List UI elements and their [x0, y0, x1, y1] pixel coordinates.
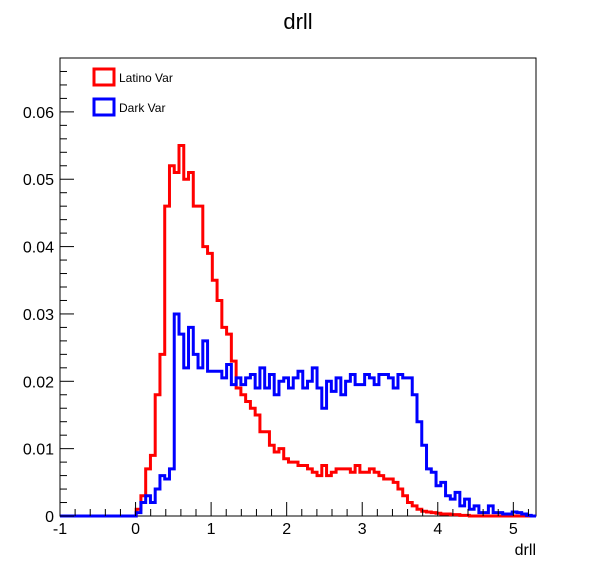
plot-border [59, 57, 537, 517]
x-tick-label: -1 [53, 521, 67, 538]
legend: Latino Var Dark Var [92, 67, 173, 117]
legend-swatch-latino-var [92, 67, 116, 87]
y-tick-label: 0.04 [23, 240, 54, 257]
series-layer [60, 144, 536, 518]
plot-frame [59, 57, 537, 517]
y-tick-label: 0.03 [23, 307, 54, 324]
x-tick-label: 5 [509, 521, 518, 538]
x-tick-label: 0 [131, 521, 140, 538]
x-tick-label: 3 [358, 521, 367, 538]
y-tick-label: 0.05 [23, 172, 54, 189]
y-tick-label: 0 [45, 509, 54, 526]
y-tick-label: 0.01 [23, 442, 54, 459]
y-tick-label: 0.02 [23, 374, 54, 391]
x-tick-label: 4 [433, 521, 442, 538]
legend-label-latino-var: Latino Var [119, 71, 173, 85]
legend-label-dark-var: Dark Var [119, 101, 165, 115]
x-tick-label: 2 [282, 521, 291, 538]
series-line-dark-var [60, 312, 536, 518]
axes-layer: -1 0 1 2 3 4 500.010.020.030.040.050.06 [23, 57, 529, 538]
x-axis-label: drll [515, 542, 536, 559]
y-tick-label: 0.06 [23, 105, 54, 122]
x-tick-label: 1 [207, 521, 216, 538]
chart-title: drll [283, 9, 312, 34]
legend-swatch-dark-var [92, 97, 116, 117]
series-line-latino-var [60, 144, 536, 518]
